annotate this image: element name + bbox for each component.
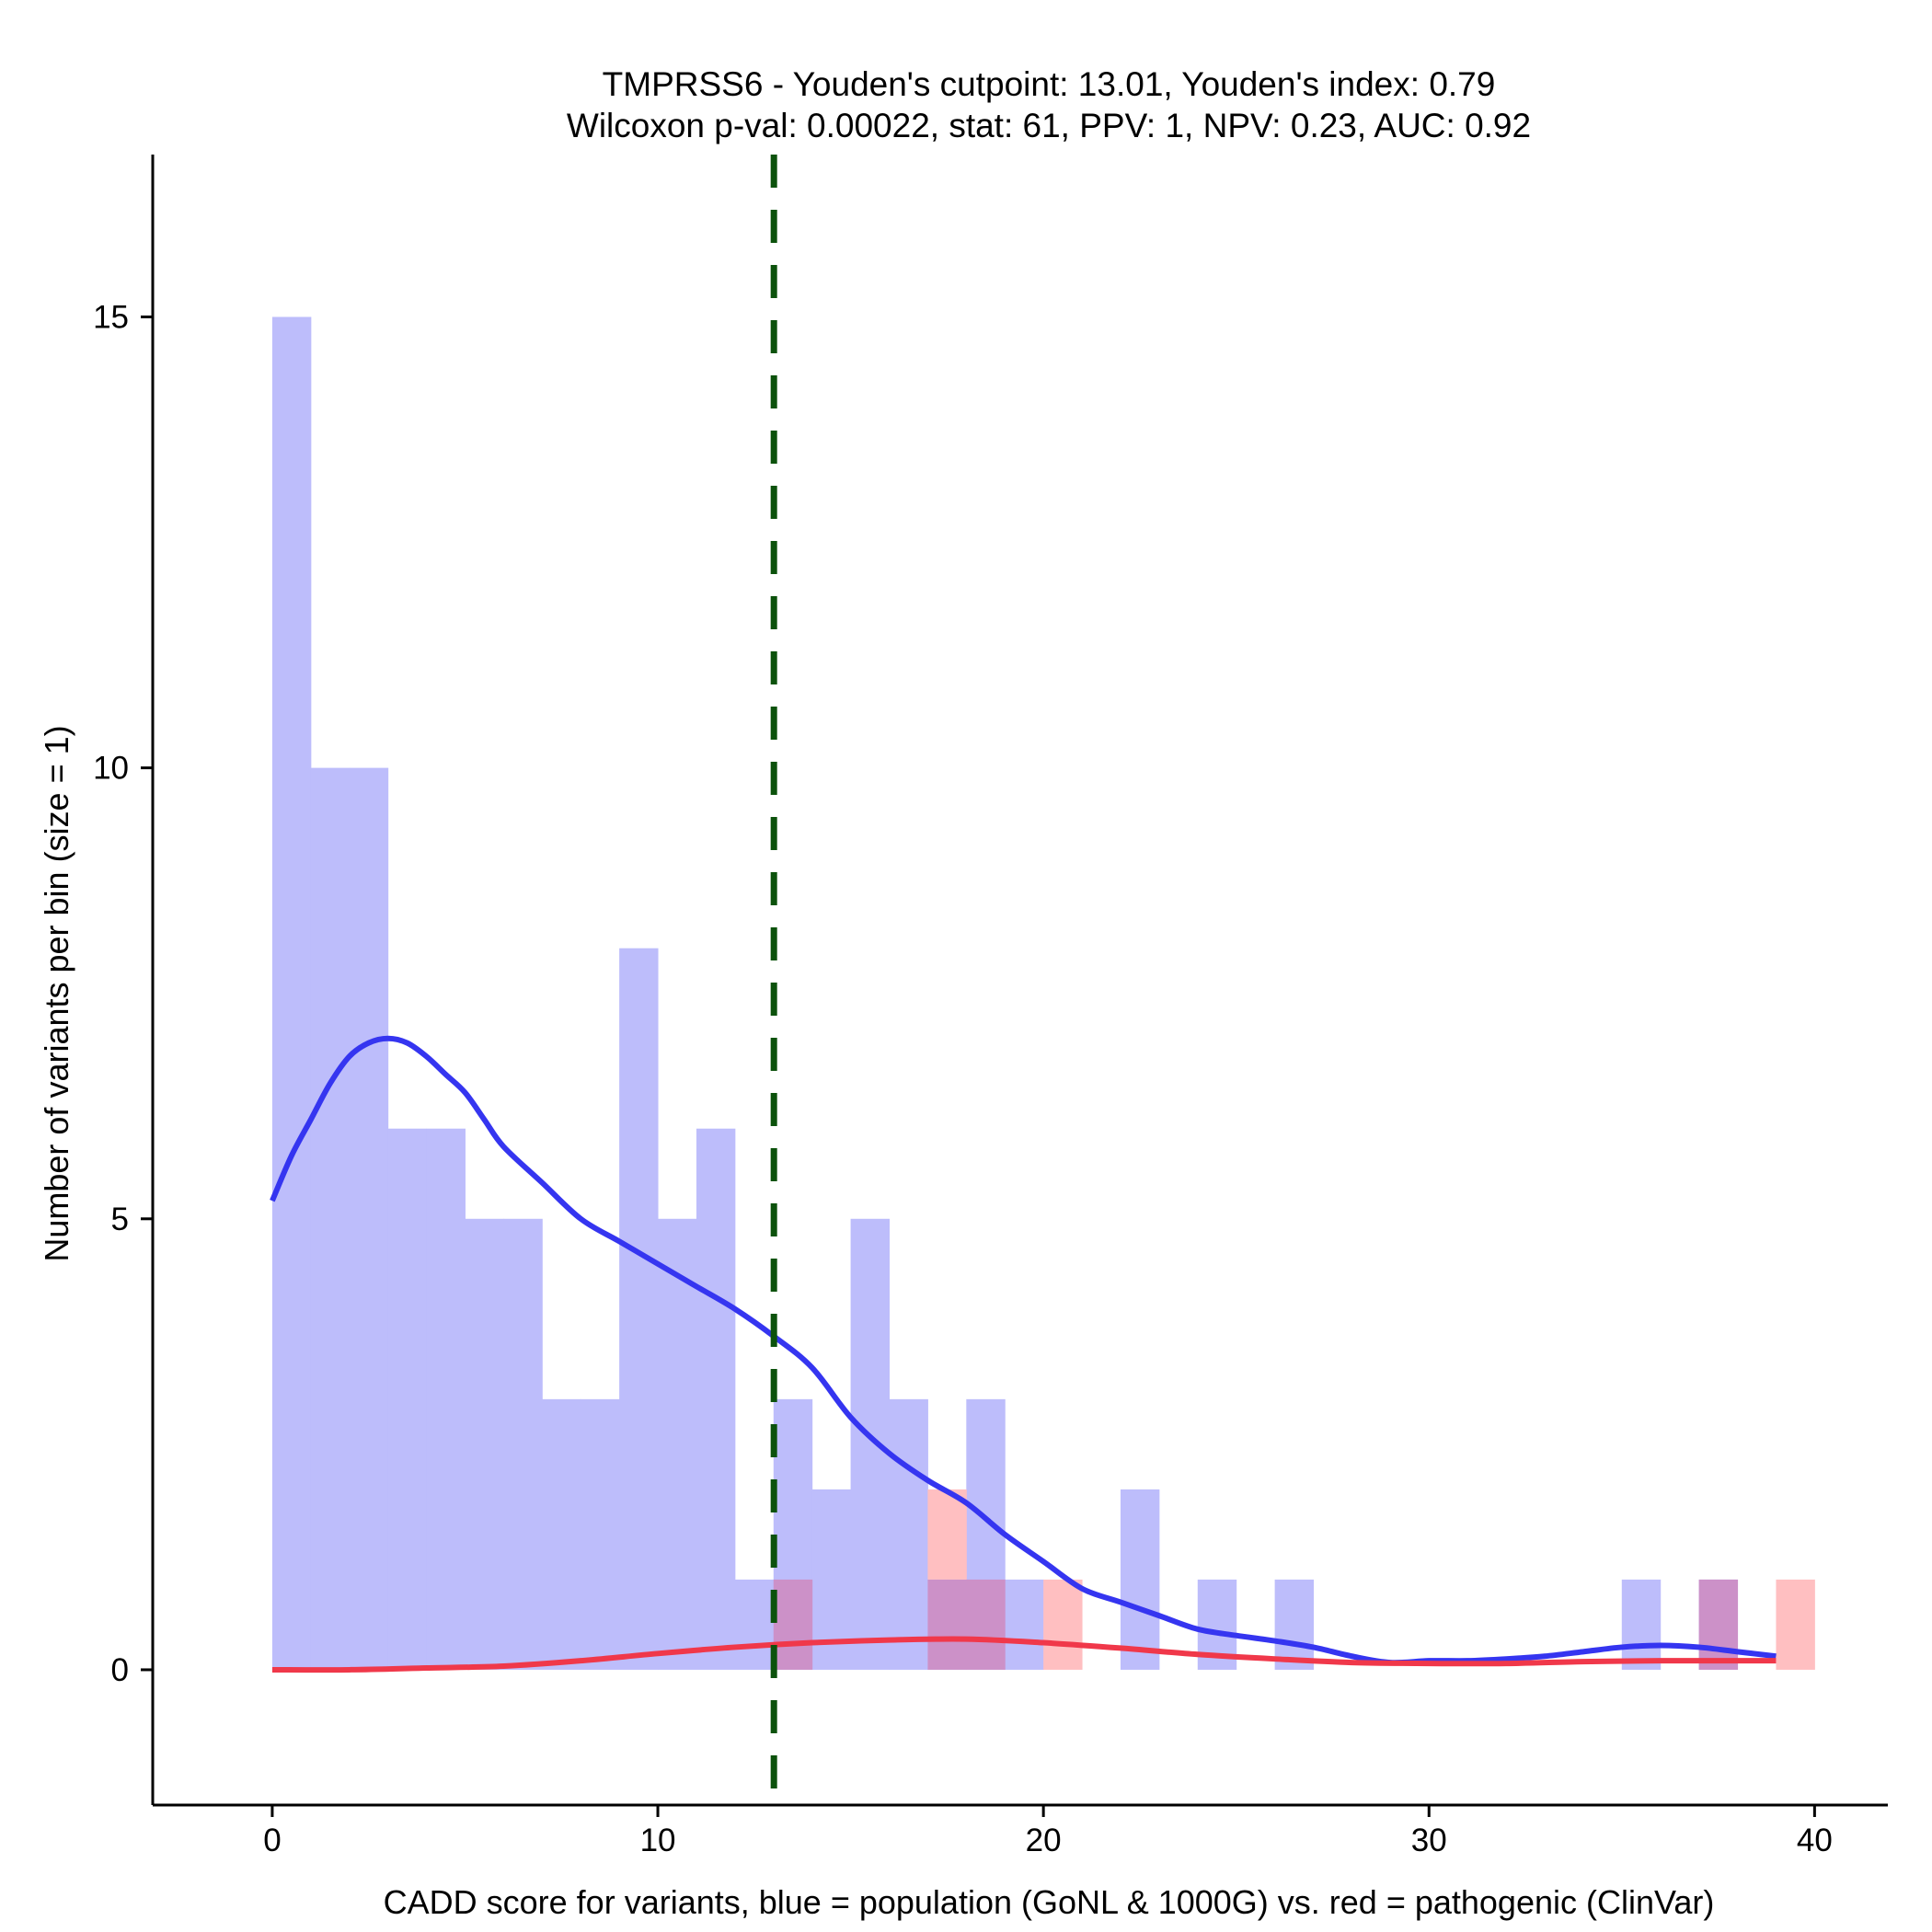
population-bar [426, 1128, 466, 1670]
axes-layer: 0 10 20 30 40 0 5 10 15 [93, 155, 1888, 1858]
pathogenic-bar-overlap [927, 1579, 967, 1670]
chart-title-line-1: TMPRSS6 - Youden's cutpoint: 13.01, Youd… [603, 65, 1496, 103]
x-axis-label: CADD score for variants, blue = populati… [384, 1883, 1715, 1921]
pathogenic-density-line [271, 1636, 1777, 1673]
pathogenic-bar [1043, 1579, 1083, 1670]
population-bar [581, 1398, 620, 1670]
x-tick-label: 20 [1026, 1823, 1062, 1858]
population-bar [465, 1218, 504, 1670]
x-tick-label: 10 [640, 1823, 676, 1858]
pathogenic-bar [1776, 1579, 1815, 1670]
bars-layer [271, 316, 1815, 1670]
population-bar [542, 1398, 581, 1670]
population-bar [1005, 1579, 1044, 1670]
y-tick-label: 15 [93, 299, 129, 335]
population-bar [658, 1218, 697, 1670]
population-bar [850, 1218, 891, 1670]
x-tick-label: 0 [263, 1823, 281, 1858]
density-lines-layer [270, 155, 1777, 1805]
population-bar [1120, 1489, 1160, 1670]
y-tick-label: 0 [111, 1652, 129, 1688]
x-tick-label: 40 [1797, 1823, 1833, 1858]
pathogenic-bar-overlap [773, 1579, 813, 1670]
population-bar [271, 316, 312, 1670]
x-tick-label: 30 [1411, 1823, 1447, 1858]
pathogenic-bar-overlap [1698, 1579, 1739, 1670]
population-bar [1621, 1579, 1662, 1670]
y-tick-label: 5 [111, 1202, 129, 1237]
y-axis-label: Number of variants per bin (size = 1) [38, 725, 75, 1261]
chart-title-line-2: Wilcoxon p-val: 0.00022, stat: 61, PPV: … [567, 107, 1531, 144]
population-bar [889, 1398, 928, 1670]
population-bar [310, 767, 351, 1670]
population-bar [387, 1128, 428, 1670]
population-bar [1274, 1579, 1315, 1670]
population-bar [503, 1218, 543, 1670]
population-bar [619, 948, 659, 1670]
pathogenic-bar-overlap [966, 1579, 1006, 1670]
pathogenic-bar [927, 1489, 967, 1580]
population-bar [734, 1579, 775, 1670]
population-bar [696, 1128, 736, 1670]
population-bar [349, 767, 389, 1670]
y-tick-label: 10 [93, 751, 129, 787]
population-density-line [270, 1035, 1777, 1666]
